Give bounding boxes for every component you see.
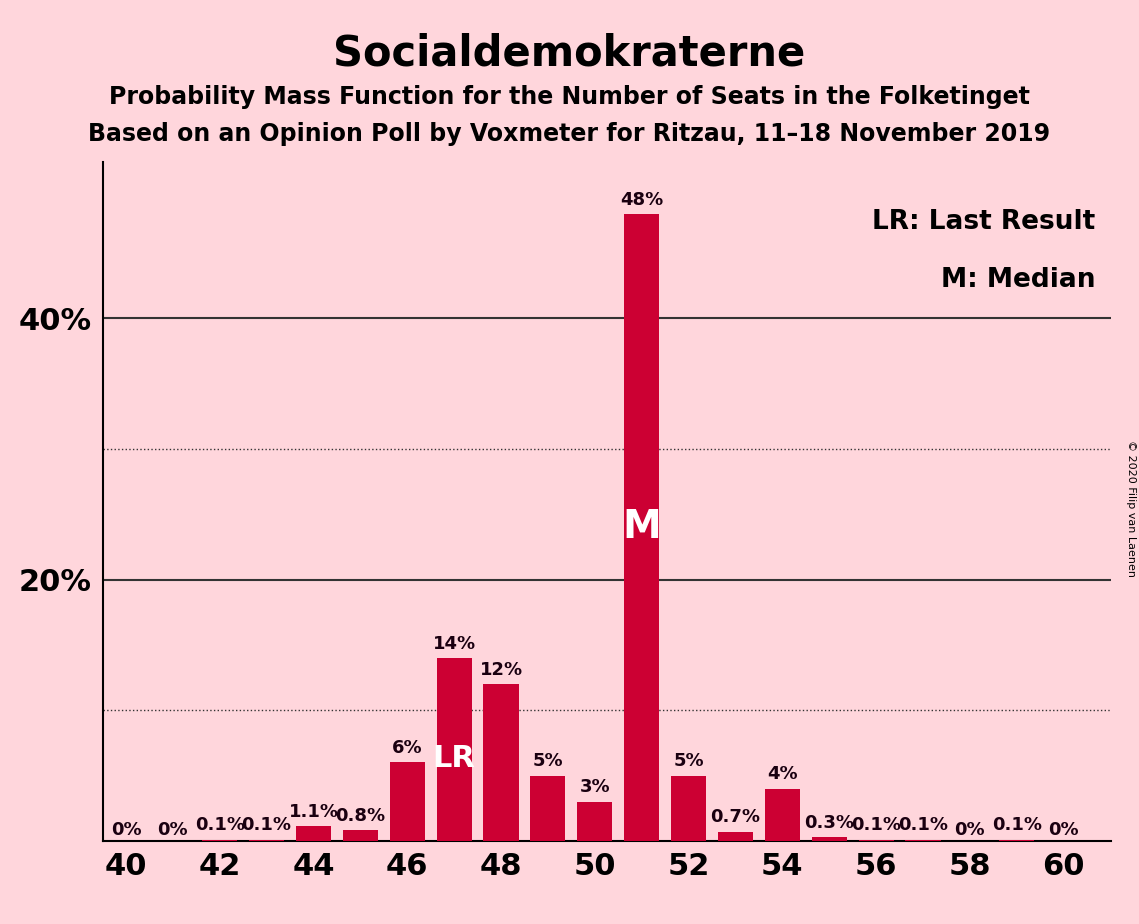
Bar <box>343 831 378 841</box>
Text: 0%: 0% <box>954 821 985 839</box>
Text: Probability Mass Function for the Number of Seats in the Folketinget: Probability Mass Function for the Number… <box>109 85 1030 109</box>
Text: Based on an Opinion Poll by Voxmeter for Ritzau, 11–18 November 2019: Based on an Opinion Poll by Voxmeter for… <box>89 122 1050 146</box>
Text: 48%: 48% <box>620 190 663 209</box>
Text: 0.7%: 0.7% <box>711 808 761 826</box>
Bar <box>624 214 659 841</box>
Text: 0.1%: 0.1% <box>851 816 901 834</box>
Text: 12%: 12% <box>480 661 523 679</box>
Bar <box>390 762 425 841</box>
Text: M: Median: M: Median <box>941 267 1096 293</box>
Bar <box>577 802 613 841</box>
Text: 6%: 6% <box>392 739 423 758</box>
Bar <box>764 788 800 841</box>
Text: 0%: 0% <box>1048 821 1079 839</box>
Text: 14%: 14% <box>433 635 476 652</box>
Bar <box>999 840 1034 841</box>
Bar <box>483 684 518 841</box>
Text: M: M <box>622 508 661 546</box>
Text: LR: Last Result: LR: Last Result <box>872 209 1096 236</box>
Text: 0.1%: 0.1% <box>241 816 292 834</box>
Text: 4%: 4% <box>767 765 797 784</box>
Bar <box>296 826 331 841</box>
Text: 0%: 0% <box>157 821 188 839</box>
Bar <box>671 775 706 841</box>
Bar <box>531 775 565 841</box>
Text: LR: LR <box>433 744 476 773</box>
Text: 0.3%: 0.3% <box>804 814 854 832</box>
Text: © 2020 Filip van Laenen: © 2020 Filip van Laenen <box>1126 440 1136 577</box>
Text: 5%: 5% <box>673 752 704 771</box>
Bar <box>202 840 237 841</box>
Bar <box>906 840 941 841</box>
Text: 5%: 5% <box>533 752 563 771</box>
Text: 0.1%: 0.1% <box>195 816 245 834</box>
Text: 0.1%: 0.1% <box>992 816 1042 834</box>
Text: 0%: 0% <box>110 821 141 839</box>
Bar <box>436 658 472 841</box>
Bar <box>859 840 894 841</box>
Bar <box>718 832 753 841</box>
Text: 3%: 3% <box>580 778 611 796</box>
Text: 0.8%: 0.8% <box>335 808 385 825</box>
Bar <box>249 840 285 841</box>
Text: 1.1%: 1.1% <box>288 803 338 821</box>
Bar <box>812 837 846 841</box>
Text: 0.1%: 0.1% <box>898 816 948 834</box>
Text: Socialdemokraterne: Socialdemokraterne <box>334 32 805 74</box>
